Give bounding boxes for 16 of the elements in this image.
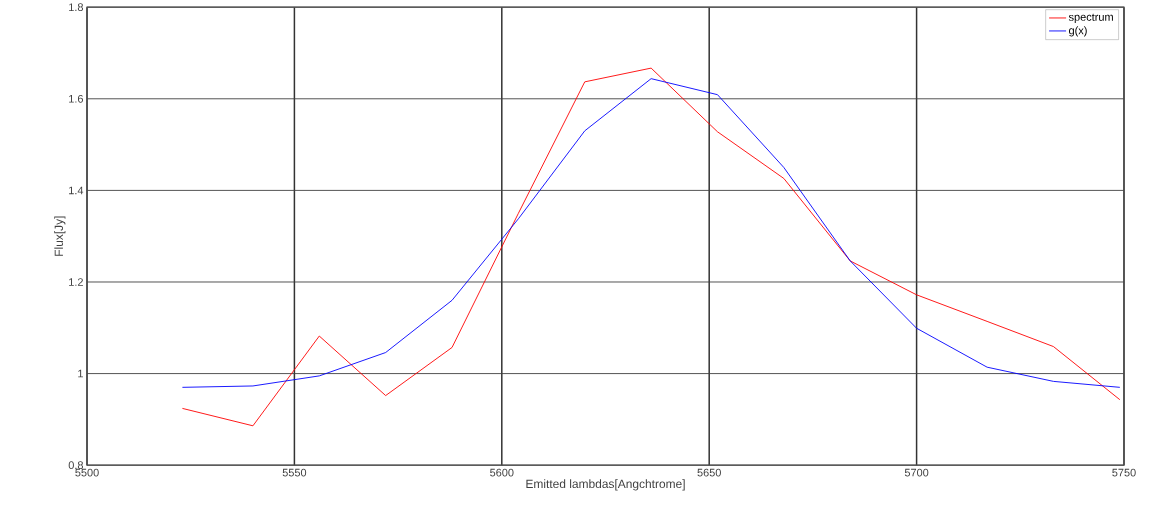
x-tick-label: 5700 (904, 468, 929, 477)
x-axis-title: Emitted lambdas[Angchtrome] (526, 479, 685, 491)
legend-label: spectrum (1068, 13, 1113, 23)
y-tick-label: 1.8 (69, 3, 84, 11)
y-tick-label: 1.2 (69, 278, 83, 286)
x-tick-label: 5550 (282, 468, 307, 477)
y-tick-label: 1 (78, 369, 83, 378)
x-tick-label: 5750 (1112, 468, 1136, 477)
y-axis-title: Flux[Jy] (54, 216, 66, 256)
y-tick-label: 1.4 (69, 186, 84, 195)
y-tick-label: 1.6 (69, 94, 84, 103)
y-tick-label: 0.8 (68, 461, 84, 469)
x-tick-label: 5600 (490, 468, 514, 477)
x-tick-label: 5650 (697, 468, 721, 477)
legend-label: g(x) (1069, 26, 1087, 37)
x-tick-label: 5500 (75, 468, 99, 477)
